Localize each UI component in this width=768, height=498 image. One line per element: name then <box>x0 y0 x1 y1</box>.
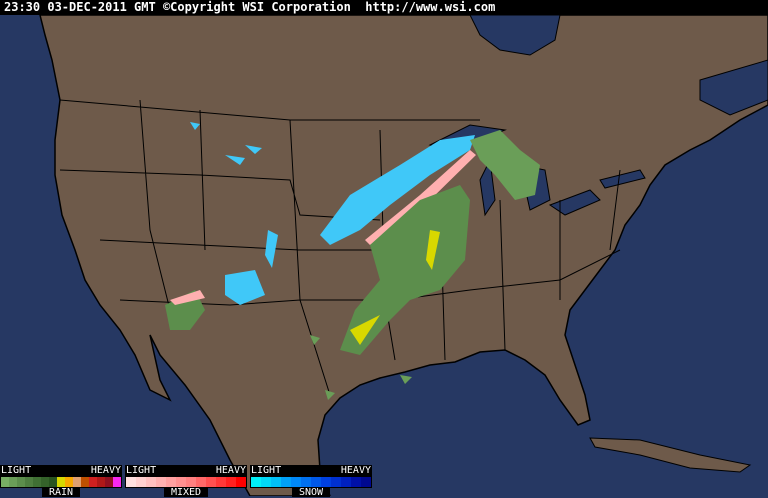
mixed-band <box>365 150 476 245</box>
legend-light-label: LIGHT <box>1 465 32 476</box>
mixed-arizona <box>170 290 205 305</box>
legend-heavy-label: HEAVY <box>340 465 371 476</box>
hudson-bay <box>469 14 561 56</box>
legend-light-label: LIGHT <box>251 465 282 476</box>
legend-name: SNOW <box>292 488 330 498</box>
rain-michigan <box>470 130 540 200</box>
legend-snow: LIGHT HEAVY SNOW <box>250 465 372 498</box>
legend-color-bar <box>125 476 247 488</box>
legend-swatch <box>65 477 73 487</box>
radar-echoes <box>165 122 540 400</box>
legend-swatch <box>261 477 271 487</box>
legend-swatch <box>281 477 291 487</box>
legend-swatch <box>49 477 57 487</box>
legend-swatch <box>9 477 17 487</box>
legend-swatch <box>176 477 186 487</box>
legend-swatch <box>41 477 49 487</box>
legend-swatch <box>206 477 216 487</box>
legend-swatch <box>216 477 226 487</box>
legend-swatch <box>301 477 311 487</box>
legend-swatch <box>97 477 105 487</box>
legend-color-bar <box>250 476 372 488</box>
legend-swatch <box>341 477 351 487</box>
source-url: http://www.wsi.com <box>365 0 496 14</box>
legend-swatch <box>291 477 301 487</box>
legend-swatch <box>186 477 196 487</box>
legend-swatch <box>89 477 97 487</box>
legend-name: RAIN <box>42 488 80 498</box>
legend-name: MIXED <box>164 488 208 498</box>
timestamp: 23:30 03-DEC-2011 GMT <box>4 0 156 14</box>
legend-swatch <box>105 477 113 487</box>
snow-arizona <box>225 270 265 305</box>
legend-swatch <box>1 477 9 487</box>
legend-swatch <box>57 477 65 487</box>
legend-swatch <box>156 477 166 487</box>
legend-swatch <box>321 477 331 487</box>
legend-swatch <box>113 477 121 487</box>
legend-heavy-label: HEAVY <box>215 465 246 476</box>
legend-swatch <box>146 477 156 487</box>
legend-swatch <box>226 477 236 487</box>
rain-area <box>340 185 470 355</box>
legend-heavy-label: HEAVY <box>90 465 121 476</box>
legend-swatch <box>25 477 33 487</box>
snow-band <box>320 135 475 245</box>
legend-swatch <box>331 477 341 487</box>
legend-swatch <box>236 477 246 487</box>
legend-swatch <box>271 477 281 487</box>
legend-swatch <box>351 477 361 487</box>
legend-swatch <box>166 477 176 487</box>
legend-swatch <box>17 477 25 487</box>
legend-swatch <box>361 477 371 487</box>
map-header: 23:30 03-DEC-2011 GMT ©Copyright WSI Cor… <box>0 0 768 15</box>
legend-swatch <box>251 477 261 487</box>
legend-rain: LIGHT HEAVY RAIN <box>0 465 122 498</box>
copyright: ©Copyright WSI Corporation <box>162 0 351 14</box>
legend-color-bar <box>0 476 122 488</box>
legend-light-label: LIGHT <box>126 465 157 476</box>
legend-swatch <box>136 477 146 487</box>
legend-swatch <box>196 477 206 487</box>
gulf-st-lawrence <box>699 59 768 116</box>
legend-swatch <box>73 477 81 487</box>
legend-mixed: LIGHT HEAVY MIXED <box>125 465 247 498</box>
legend-swatch <box>311 477 321 487</box>
legend-swatch <box>126 477 136 487</box>
rain-yellow <box>350 230 440 345</box>
legend-swatch <box>33 477 41 487</box>
snow-montana <box>190 122 278 268</box>
cuba <box>589 437 752 473</box>
legend-swatch <box>81 477 89 487</box>
